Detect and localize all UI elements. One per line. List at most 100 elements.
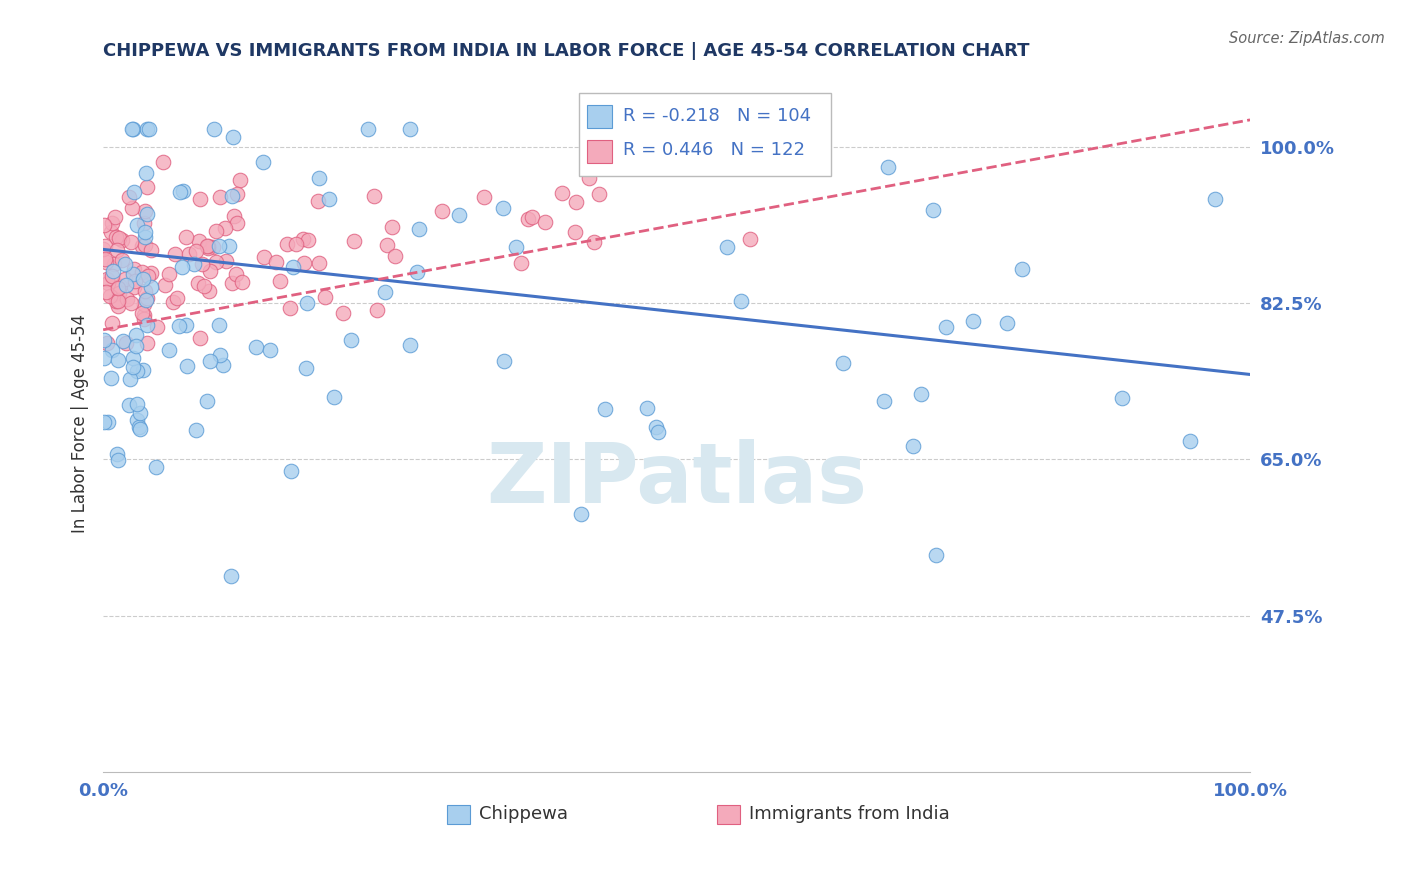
Point: [138, 121, 160, 136]
Point: [132, 308, 155, 322]
Point: [935, 319, 957, 334]
Point: [105, 244, 128, 258]
Point: [877, 161, 900, 175]
Point: [135, 165, 157, 179]
Point: [132, 272, 155, 286]
Point: [172, 260, 194, 274]
Text: Source: ZipAtlas.com: Source: ZipAtlas.com: [1229, 31, 1385, 46]
Point: [995, 316, 1018, 330]
Point: [114, 257, 136, 271]
Point: [131, 265, 153, 279]
Point: [114, 271, 136, 285]
Point: [118, 190, 141, 204]
Point: [472, 190, 495, 204]
Text: CHIPPEWA VS IMMIGRANTS FROM INDIA IN LABOR FORCE | AGE 45-54 CORRELATION CHART: CHIPPEWA VS IMMIGRANTS FROM INDIA IN LAB…: [103, 42, 1029, 60]
Point: [124, 274, 146, 288]
Point: [221, 189, 243, 203]
Point: [136, 318, 159, 332]
Point: [222, 209, 245, 223]
Text: Immigrants from India: Immigrants from India: [749, 805, 949, 822]
Point: [122, 359, 145, 374]
Point: [645, 419, 668, 434]
Point: [184, 423, 207, 437]
Point: [578, 171, 600, 186]
Point: [125, 327, 148, 342]
Point: [740, 232, 762, 246]
Point: [128, 420, 150, 434]
Point: [136, 121, 159, 136]
Point: [91, 243, 114, 257]
Point: [105, 294, 128, 309]
Point: [188, 192, 211, 206]
Point: [108, 231, 131, 245]
Point: [115, 336, 138, 351]
Point: [253, 250, 276, 264]
Point: [169, 185, 191, 199]
Point: [276, 237, 298, 252]
Point: [374, 285, 396, 300]
Point: [118, 399, 141, 413]
Point: [108, 286, 131, 301]
Point: [208, 348, 231, 362]
Point: [134, 225, 156, 239]
Point: [128, 422, 150, 436]
Point: [121, 202, 143, 216]
Point: [229, 172, 252, 186]
Point: [399, 338, 422, 352]
Point: [134, 229, 156, 244]
Point: [366, 303, 388, 318]
Point: [97, 416, 120, 430]
Point: [94, 239, 117, 253]
Point: [297, 233, 319, 247]
Point: [208, 239, 231, 253]
Point: [281, 260, 304, 274]
Point: [716, 240, 738, 254]
Point: [214, 254, 236, 268]
Point: [231, 275, 253, 289]
Point: [122, 351, 145, 365]
Point: [134, 285, 156, 299]
Point: [93, 351, 115, 365]
Point: [135, 293, 157, 308]
Point: [647, 425, 669, 439]
Point: [93, 333, 115, 347]
Point: [135, 292, 157, 306]
Point: [132, 311, 155, 326]
Point: [176, 318, 198, 332]
Point: [107, 453, 129, 467]
Point: [100, 225, 122, 239]
Point: [121, 121, 143, 136]
Point: [278, 301, 301, 316]
Point: [363, 188, 385, 202]
Point: [122, 185, 145, 199]
Point: [101, 264, 124, 278]
Point: [1111, 392, 1133, 406]
Point: [172, 184, 194, 198]
Point: [280, 464, 302, 478]
Point: [505, 240, 527, 254]
Point: [131, 305, 153, 319]
Point: [112, 334, 135, 348]
Point: [157, 343, 180, 357]
Point: [195, 239, 218, 253]
Point: [100, 370, 122, 384]
Point: [100, 343, 122, 357]
Point: [357, 121, 380, 136]
Point: [873, 393, 896, 408]
Point: [636, 401, 658, 416]
Point: [730, 293, 752, 308]
Point: [153, 278, 176, 293]
Point: [202, 121, 225, 136]
Point: [603, 148, 626, 162]
Point: [430, 203, 453, 218]
Point: [93, 415, 115, 429]
Point: [318, 192, 340, 206]
Point: [145, 460, 167, 475]
Point: [582, 235, 605, 249]
Point: [177, 247, 200, 261]
Point: [139, 266, 162, 280]
Point: [101, 216, 124, 230]
Point: [308, 256, 330, 270]
Point: [139, 244, 162, 258]
Point: [115, 293, 138, 307]
